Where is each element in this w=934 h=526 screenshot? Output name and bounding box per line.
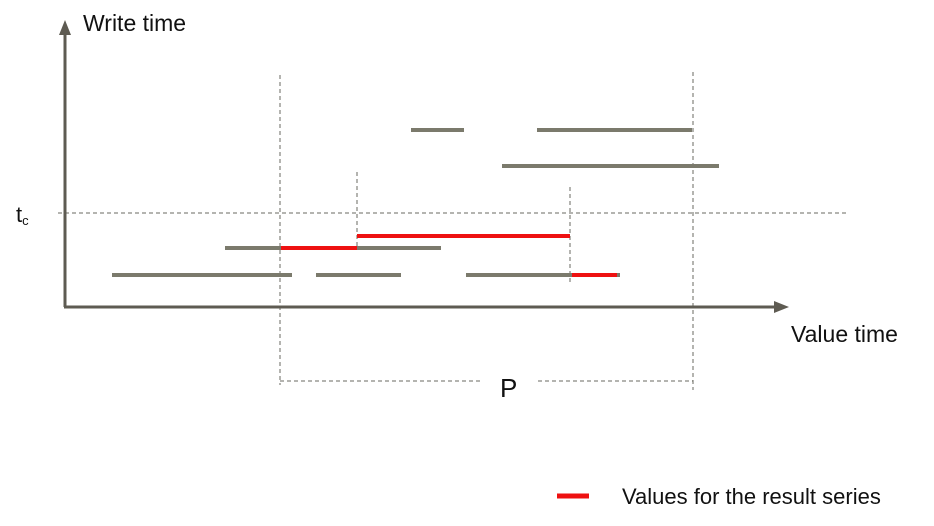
tc-label-main: t <box>16 202 23 227</box>
guide-lines <box>58 72 848 390</box>
value-segments <box>112 128 719 277</box>
tc-label-subscript: c <box>22 213 29 228</box>
tc-label: tc <box>16 202 29 228</box>
y-axis-label: Write time <box>83 10 187 36</box>
result-segments <box>281 234 617 277</box>
axes <box>63 32 776 309</box>
arrow-right-icon <box>774 301 789 313</box>
legend-label: Values for the result series <box>622 484 881 509</box>
period-label: P <box>500 373 518 403</box>
arrow-up-icon <box>59 20 71 35</box>
x-axis-label: Value time <box>791 321 898 347</box>
